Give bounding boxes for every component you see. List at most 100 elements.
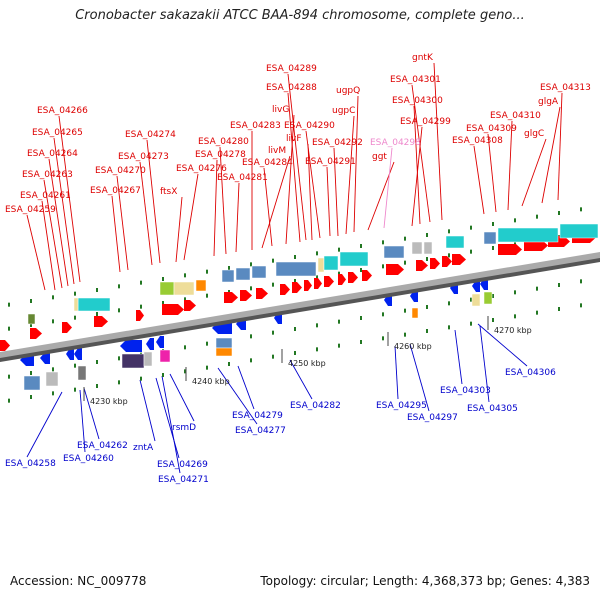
feature-label-forward[interactable]: ugpQ (336, 86, 360, 96)
forward-cds-arrow[interactable] (224, 292, 238, 303)
cog-block[interactable] (559, 223, 599, 239)
cog-block[interactable] (159, 349, 171, 363)
feature-label-forward[interactable]: ESA_04266 (37, 106, 88, 116)
cog-block[interactable] (275, 261, 317, 277)
reverse-cds-arrow[interactable] (156, 336, 164, 348)
forward-cds-arrow[interactable] (304, 280, 312, 291)
reverse-cds-arrow[interactable] (120, 340, 142, 352)
feature-label-forward[interactable]: ESA_04267 (90, 186, 141, 196)
forward-cds-arrow[interactable] (292, 282, 302, 293)
feature-label-forward[interactable]: ESA_04290 (284, 121, 335, 131)
feature-label-reverse[interactable]: ESA_04277 (235, 426, 286, 436)
forward-cds-arrow[interactable] (442, 256, 452, 267)
feature-label-reverse[interactable]: ESA_04282 (290, 401, 341, 411)
feature-label-reverse[interactable]: ESA_04269 (157, 460, 208, 470)
feature-label-reverse[interactable]: ESA_04258 (5, 459, 56, 469)
reverse-cds-arrow[interactable] (74, 348, 82, 360)
forward-cds-arrow[interactable] (280, 284, 290, 295)
feature-label-forward[interactable]: ESA_04264 (27, 149, 78, 159)
cog-block[interactable] (23, 375, 41, 391)
feature-label-forward[interactable]: ESA_04310 (490, 111, 541, 121)
forward-cds-arrow[interactable] (314, 278, 322, 289)
feature-label-reverse[interactable]: ESA_04262 (77, 441, 128, 451)
forward-cds-arrow[interactable] (30, 328, 42, 339)
feature-label-forward[interactable]: ESA_04309 (466, 124, 517, 134)
forward-cds-arrow[interactable] (94, 316, 108, 327)
cog-block[interactable] (221, 269, 235, 283)
feature-label-forward[interactable]: ESA_04281 (217, 173, 268, 183)
forward-cds-arrow[interactable] (386, 264, 404, 275)
cog-block[interactable] (73, 297, 79, 312)
feature-label-forward[interactable]: ggt (372, 152, 387, 162)
forward-cds-arrow[interactable] (162, 304, 184, 315)
feature-label-forward[interactable]: ESA_04292 (312, 138, 363, 148)
feature-label-forward[interactable]: ESA_04289 (266, 64, 317, 74)
feature-label-forward[interactable]: ESA_04263 (22, 170, 73, 180)
feature-label-reverse[interactable]: rsmD (172, 423, 196, 433)
feature-label-forward[interactable]: ESA_04288 (266, 83, 317, 93)
cog-block[interactable] (323, 255, 339, 271)
feature-label-forward[interactable]: ESA_04280 (198, 137, 249, 147)
feature-label-forward[interactable]: ESA_04274 (125, 130, 176, 140)
feature-label-forward[interactable]: ESA_04278 (195, 150, 246, 160)
feature-label-forward[interactable]: livF (286, 134, 302, 144)
cog-block[interactable] (173, 281, 195, 296)
feature-label-forward[interactable]: ESA_04273 (118, 152, 169, 162)
forward-cds-arrow[interactable] (498, 244, 522, 255)
reverse-cds-arrow[interactable] (40, 352, 50, 364)
forward-cds-arrow[interactable] (256, 288, 268, 299)
feature-label-forward[interactable]: ESA_04261 (20, 191, 71, 201)
feature-label-forward[interactable]: ESA_04298 (370, 138, 421, 148)
forward-cds-arrow[interactable] (452, 254, 466, 265)
cog-block[interactable] (471, 293, 481, 307)
feature-label-reverse[interactable]: zntA (133, 443, 154, 453)
forward-cds-arrow[interactable] (136, 310, 144, 321)
reverse-cds-arrow[interactable] (146, 338, 154, 350)
feature-label-forward[interactable]: ESA_04276 (176, 164, 227, 174)
feature-label-forward[interactable]: livG (272, 105, 289, 115)
cog-block[interactable] (143, 351, 153, 367)
feature-label-forward[interactable]: ugpC (332, 106, 355, 116)
cog-block[interactable] (483, 291, 493, 305)
cog-block[interactable] (383, 245, 405, 259)
feature-label-forward[interactable]: glgA (538, 97, 559, 107)
feature-label-forward[interactable]: ESA_04299 (400, 117, 451, 127)
feature-label-forward[interactable]: ESA_04265 (32, 128, 83, 138)
feature-label-forward[interactable]: ESA_04291 (305, 157, 356, 167)
cog-block[interactable] (411, 307, 419, 319)
forward-cds-arrow[interactable] (362, 270, 372, 281)
forward-cds-arrow[interactable] (240, 290, 252, 301)
feature-label-forward[interactable]: ESA_04308 (452, 136, 503, 146)
feature-label-reverse[interactable]: ESA_04297 (407, 413, 458, 423)
feature-label-forward[interactable]: ESA_04259 (5, 205, 56, 215)
forward-cds-arrow[interactable] (184, 300, 196, 311)
feature-label-forward[interactable]: livM (268, 146, 286, 156)
cog-block[interactable] (121, 353, 145, 369)
feature-label-reverse[interactable]: ESA_04303 (440, 386, 491, 396)
cog-block[interactable] (235, 267, 251, 281)
cog-block[interactable] (45, 371, 59, 387)
forward-cds-arrow[interactable] (0, 340, 10, 351)
feature-label-reverse[interactable]: ESA_04279 (232, 411, 283, 421)
cog-block[interactable] (411, 241, 423, 255)
forward-cds-arrow[interactable] (430, 258, 440, 269)
cog-block[interactable] (497, 227, 559, 243)
feature-label-reverse[interactable]: ESA_04271 (158, 475, 209, 485)
reverse-cds-arrow[interactable] (66, 348, 74, 360)
cog-block[interactable] (423, 241, 433, 255)
feature-label-forward[interactable]: gntK (412, 53, 434, 63)
feature-label-reverse[interactable]: ESA_04295 (376, 401, 427, 411)
forward-cds-arrow[interactable] (348, 272, 358, 283)
cog-block[interactable] (215, 337, 233, 349)
forward-cds-arrow[interactable] (338, 274, 346, 285)
feature-label-forward[interactable]: ESA_04270 (95, 166, 146, 176)
forward-cds-arrow[interactable] (524, 240, 548, 251)
cog-block[interactable] (445, 235, 465, 249)
cog-block[interactable] (77, 297, 111, 312)
cog-block[interactable] (27, 313, 36, 325)
cog-block[interactable] (339, 251, 369, 267)
forward-cds-arrow[interactable] (416, 260, 428, 271)
feature-label-forward[interactable]: ftsX (160, 187, 177, 197)
cog-block[interactable] (77, 365, 87, 381)
forward-cds-arrow[interactable] (62, 322, 72, 333)
